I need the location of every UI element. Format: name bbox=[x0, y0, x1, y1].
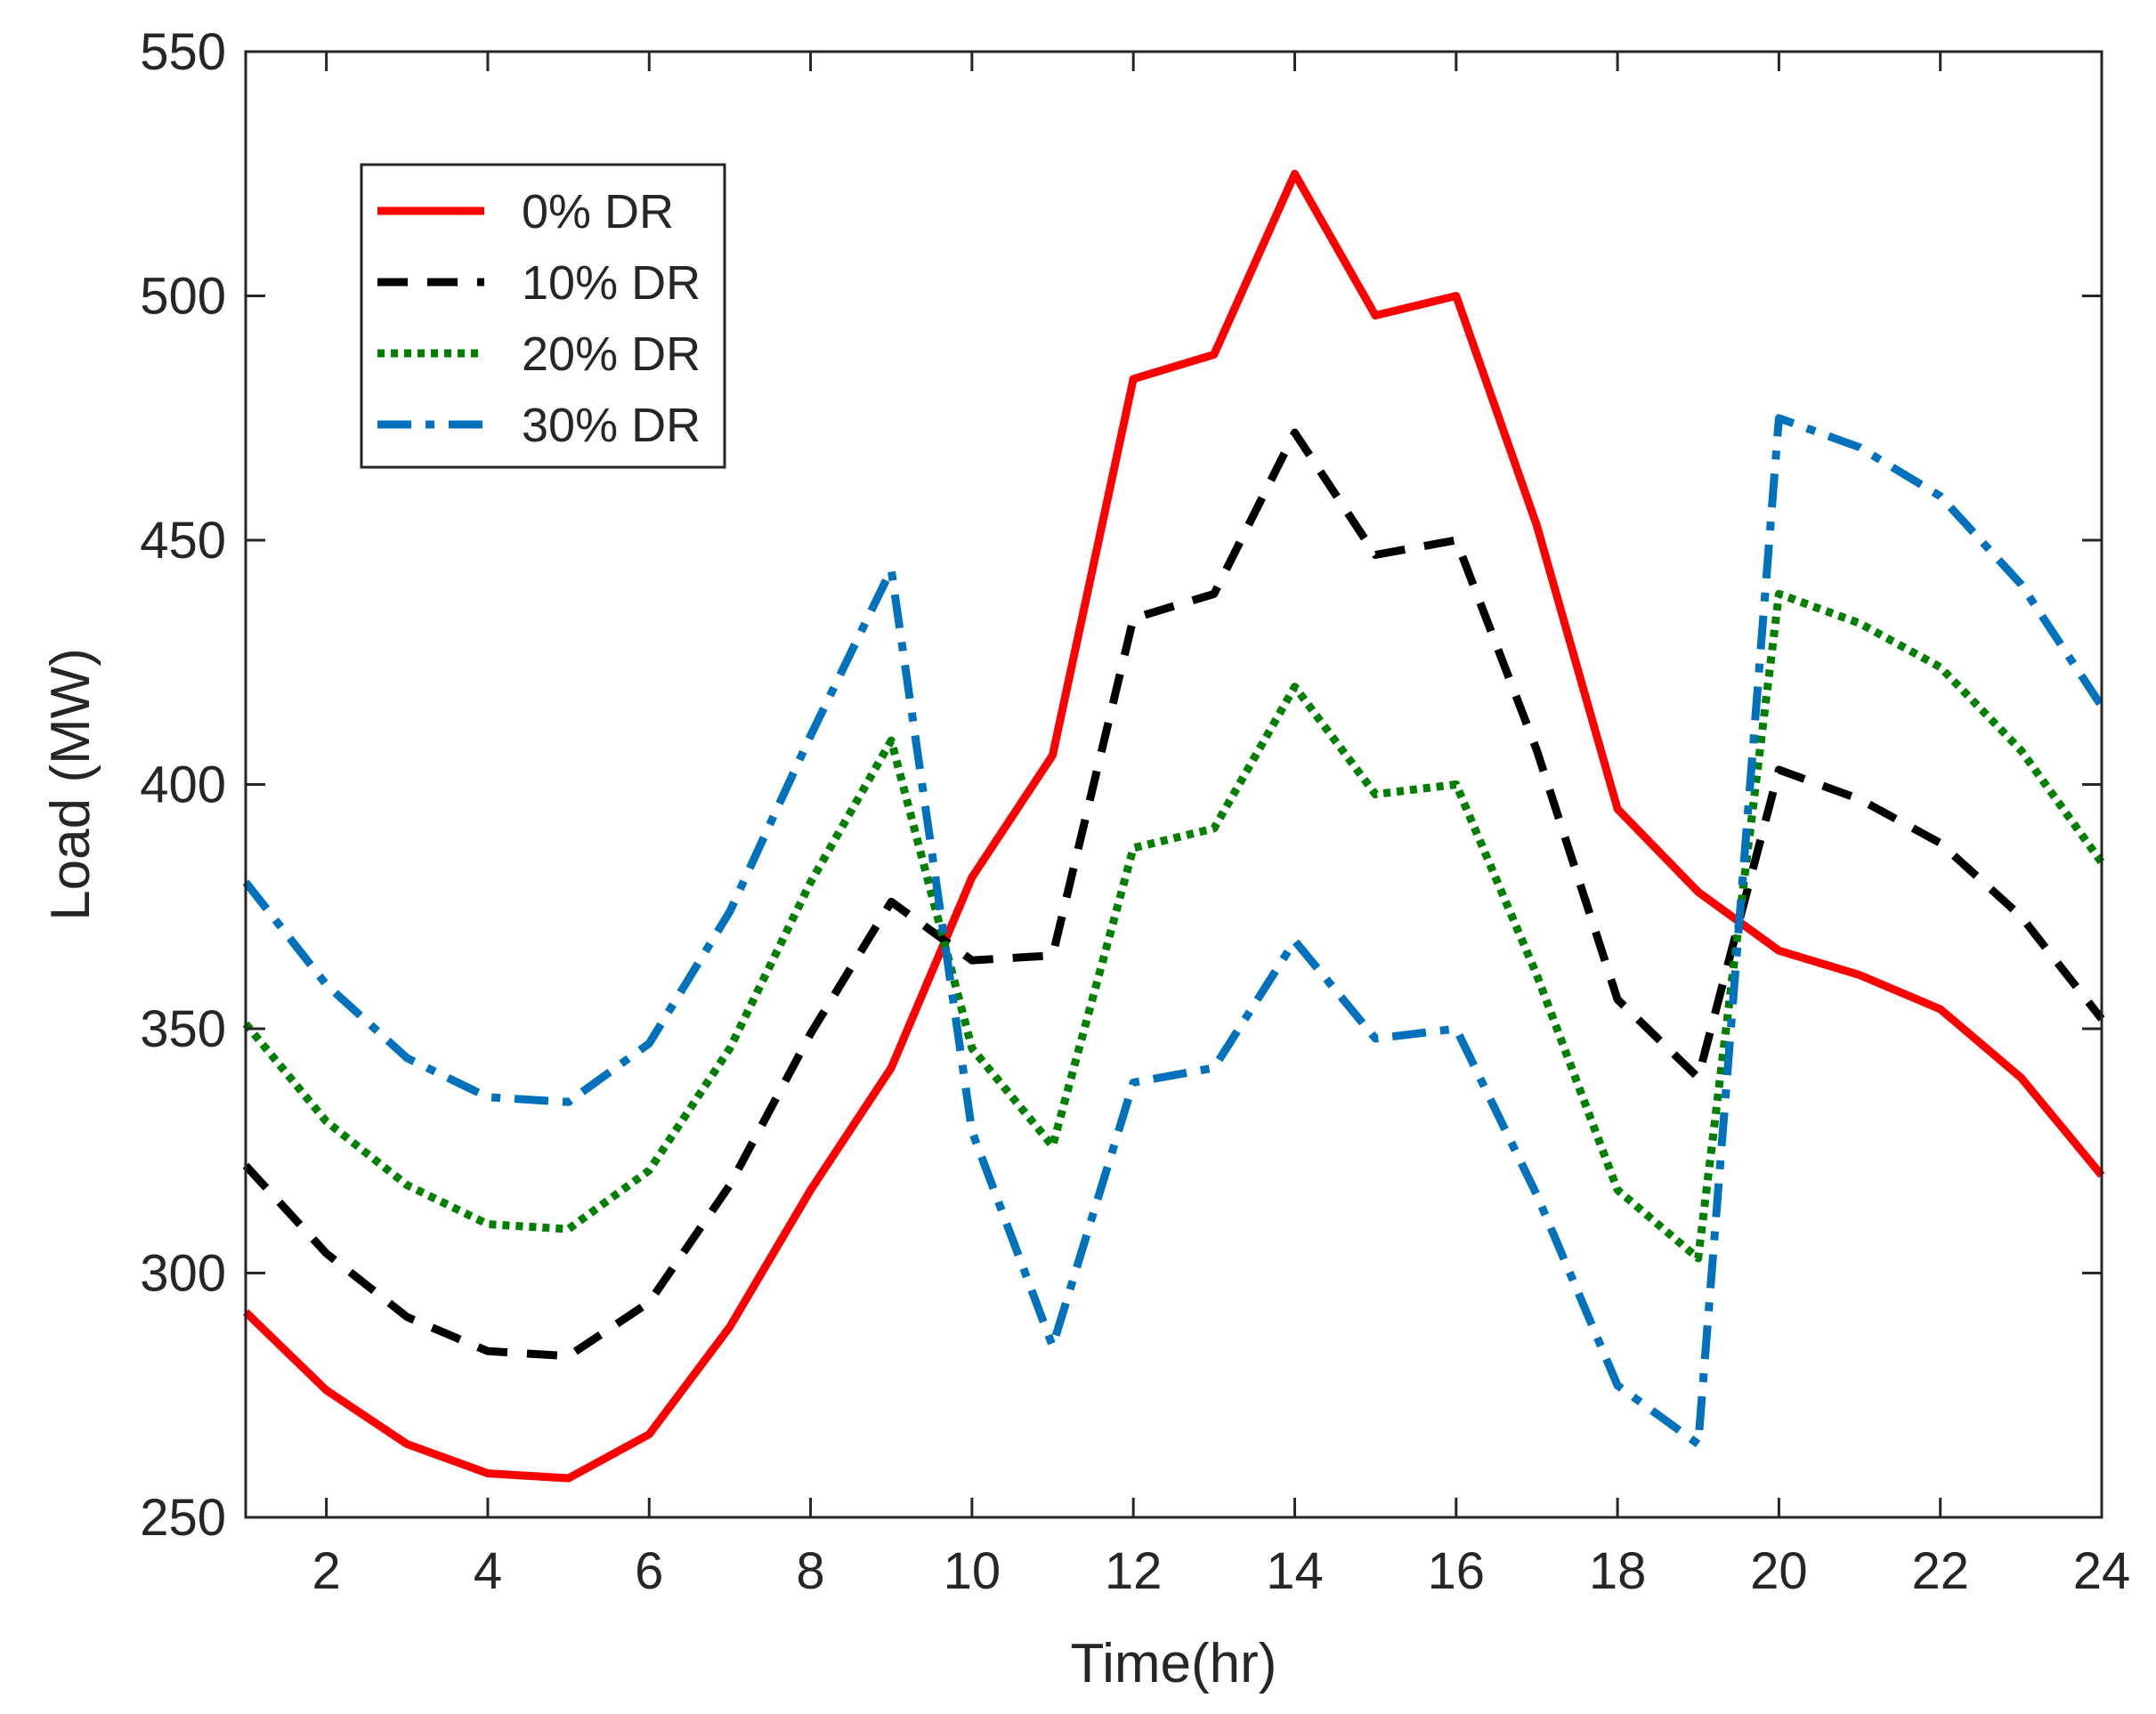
series-line-4 bbox=[242, 414, 2105, 1449]
series-line-1 bbox=[242, 169, 2105, 1483]
y-tick-label: 250 bbox=[140, 1489, 226, 1547]
x-tick-label: 10 bbox=[944, 1542, 1001, 1600]
x-tick-label: 22 bbox=[1911, 1542, 1969, 1600]
y-tick-label: 450 bbox=[140, 512, 226, 570]
ticks-layer: 2 4 6 8 10 12 14 16 18 20 22 2425030035040045050055… bbox=[140, 23, 2130, 1600]
x-tick-label: 16 bbox=[1428, 1542, 1486, 1600]
x-tick-label: 6 bbox=[635, 1542, 663, 1600]
y-axis-label: Load (MW) bbox=[40, 648, 101, 921]
x-tick-label: 2 bbox=[312, 1542, 341, 1600]
x-tick-label: 24 bbox=[2073, 1542, 2131, 1600]
x-tick-label: 14 bbox=[1266, 1542, 1324, 1600]
legend-label-1: 0% DR bbox=[522, 185, 674, 239]
legend: 0% DR 10% DR 20% DR 30% DR bbox=[360, 163, 726, 469]
x-tick-label: 4 bbox=[474, 1542, 502, 1600]
series-line-3 bbox=[242, 589, 2105, 1263]
series-layer bbox=[242, 169, 2105, 1483]
legend-label-3: 20% DR bbox=[522, 327, 701, 381]
legend-box bbox=[360, 163, 726, 469]
x-tick-label: 12 bbox=[1105, 1542, 1163, 1600]
y-tick-label: 300 bbox=[140, 1245, 226, 1303]
plot-frame bbox=[244, 50, 2103, 1519]
y-tick-label: 350 bbox=[140, 1000, 226, 1058]
legend-label-4: 30% DR bbox=[522, 399, 701, 452]
x-tick-label: 8 bbox=[796, 1542, 824, 1600]
x-tick-label: 20 bbox=[1750, 1542, 1808, 1600]
x-axis-label: Time(hr) bbox=[1071, 1633, 1277, 1694]
x-tick-label: 18 bbox=[1589, 1542, 1647, 1600]
y-tick-label: 550 bbox=[140, 23, 226, 81]
y-tick-label: 400 bbox=[140, 756, 226, 814]
legend-label-2: 10% DR bbox=[522, 256, 701, 310]
y-tick-label: 500 bbox=[140, 268, 226, 326]
series-line-2 bbox=[242, 428, 2105, 1361]
